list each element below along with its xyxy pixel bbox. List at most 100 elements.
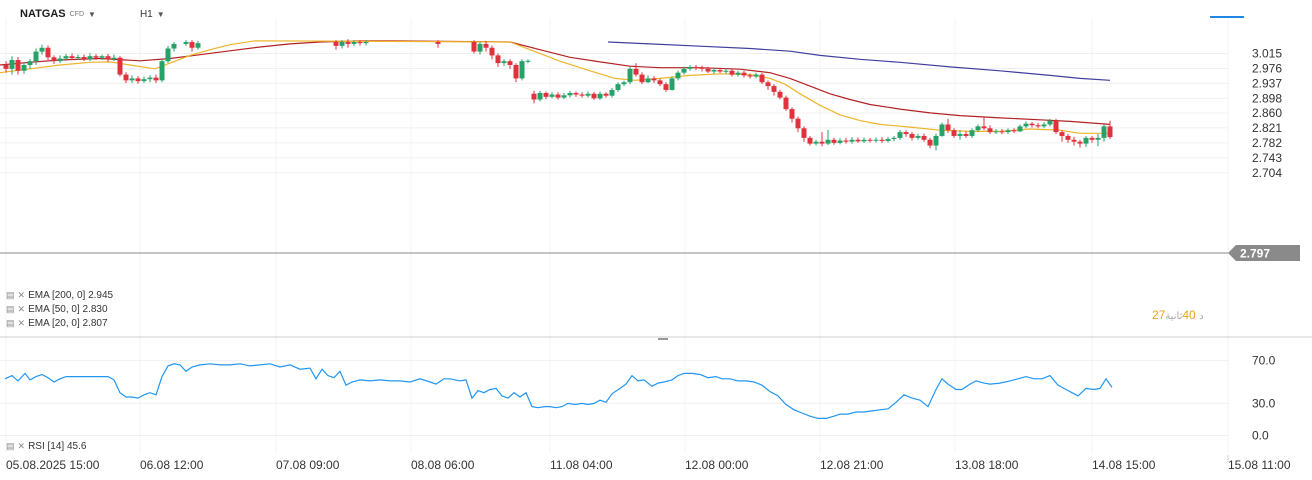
- candle: [885, 136, 891, 143]
- candle-body: [987, 128, 993, 133]
- symbol-dropdown-icon[interactable]: ▼: [88, 9, 96, 19]
- price-axis[interactable]: 3.0152.9762.9372.8982.8602.8212.7822.743…: [1252, 47, 1282, 180]
- candle-body: [999, 131, 1005, 133]
- close-icon[interactable]: ✕: [17, 290, 26, 300]
- candle: [783, 95, 789, 112]
- candle: [69, 53, 75, 61]
- candle-body: [21, 65, 27, 71]
- candle-body: [885, 139, 891, 141]
- candle-body: [1095, 137, 1101, 140]
- candle-body: [933, 135, 939, 146]
- candle: [801, 126, 807, 142]
- candle: [819, 132, 825, 147]
- time-tick-label: 12.08 21:00: [820, 458, 884, 472]
- candle: [1065, 134, 1071, 143]
- candle-body: [963, 134, 969, 136]
- time-tick-label: 13.08 18:00: [955, 458, 1019, 472]
- settings-icon[interactable]: ▤: [6, 290, 15, 300]
- candle-body: [693, 66, 699, 68]
- candle: [1011, 128, 1017, 133]
- candle: [81, 54, 87, 62]
- time-axis[interactable]: 05.08.2025 15:00 06.08 12:00 07.08 09:00 08…: [6, 458, 1291, 472]
- candle: [39, 44, 45, 55]
- candle: [471, 40, 477, 54]
- candle: [579, 92, 585, 98]
- candle: [357, 40, 363, 46]
- candle: [195, 40, 201, 50]
- candle: [1035, 122, 1041, 129]
- candle: [1017, 124, 1023, 133]
- candle-body: [783, 97, 789, 110]
- candle-body: [759, 74, 765, 83]
- candle-body: [567, 93, 573, 96]
- candle: [27, 59, 33, 69]
- timeframe-selector[interactable]: H1: [139, 8, 153, 20]
- candle: [969, 128, 975, 138]
- indicator-ema-200[interactable]: ▤ ✕ EMA [200, 0] 2.945: [6, 290, 113, 301]
- candle: [729, 68, 735, 77]
- price-tick-label: 2.898: [1252, 91, 1282, 105]
- timeframe-dropdown-icon[interactable]: ▼: [156, 9, 165, 19]
- candle-body: [981, 126, 987, 129]
- settings-icon[interactable]: ▤: [6, 304, 15, 314]
- candle: [681, 66, 687, 75]
- candle: [753, 72, 759, 79]
- close-icon[interactable]: ✕: [17, 441, 26, 451]
- candle: [1095, 134, 1101, 147]
- settings-icon[interactable]: ▤: [6, 441, 15, 451]
- candle-body: [657, 80, 663, 85]
- symbol-name[interactable]: NATGAS: [20, 8, 66, 20]
- candle-body: [807, 137, 813, 144]
- candle-body: [81, 56, 87, 60]
- candle: [507, 59, 513, 69]
- candle-body: [687, 66, 693, 69]
- candle-body: [789, 109, 795, 119]
- candle: [519, 59, 525, 81]
- price-tick-label: 2.860: [1252, 106, 1282, 120]
- candle-body: [9, 60, 15, 69]
- candle: [543, 91, 549, 100]
- candle: [129, 75, 135, 84]
- close-icon[interactable]: ✕: [17, 304, 26, 314]
- candle: [351, 40, 357, 46]
- indicator-ema-20[interactable]: ▤ ✕ EMA [20, 0] 2.807: [6, 318, 108, 329]
- candle-body: [339, 41, 345, 46]
- indicator-rsi[interactable]: ▤ ✕ RSI [14] 45.6: [6, 441, 86, 452]
- candle-body: [621, 82, 627, 85]
- candle: [831, 137, 837, 145]
- candle: [945, 118, 951, 133]
- candle-body: [63, 56, 69, 59]
- candle-body: [627, 68, 633, 83]
- candle: [141, 76, 147, 84]
- settings-icon[interactable]: ▤: [6, 318, 15, 328]
- rsi-tick-label: 30.0: [1252, 396, 1276, 410]
- candle: [33, 48, 39, 66]
- candle-body: [1077, 141, 1083, 144]
- candle-body: [1035, 125, 1041, 127]
- candle: [1005, 128, 1011, 135]
- candle-body: [591, 93, 597, 99]
- candle-body: [801, 128, 807, 138]
- candle: [1023, 121, 1029, 129]
- candle: [849, 137, 855, 144]
- candle: [663, 82, 669, 92]
- candle: [669, 76, 675, 91]
- candle: [51, 55, 57, 64]
- candle: [1107, 120, 1113, 140]
- time-tick-label: 06.08 12:00: [140, 458, 204, 472]
- candle-body: [357, 41, 363, 44]
- candle: [63, 53, 69, 61]
- candle-body: [705, 68, 711, 72]
- candle: [747, 73, 753, 79]
- candle: [951, 128, 957, 138]
- candle-body: [39, 47, 45, 52]
- candle-body: [699, 67, 705, 69]
- candle-body: [765, 82, 771, 87]
- candle: [345, 39, 351, 48]
- candle-body: [15, 60, 21, 71]
- close-icon[interactable]: ✕: [17, 318, 26, 328]
- indicator-ema-50[interactable]: ▤ ✕ EMA [50, 0] 2.830: [6, 304, 108, 315]
- candle-body: [675, 72, 681, 79]
- candle-body: [543, 93, 549, 97]
